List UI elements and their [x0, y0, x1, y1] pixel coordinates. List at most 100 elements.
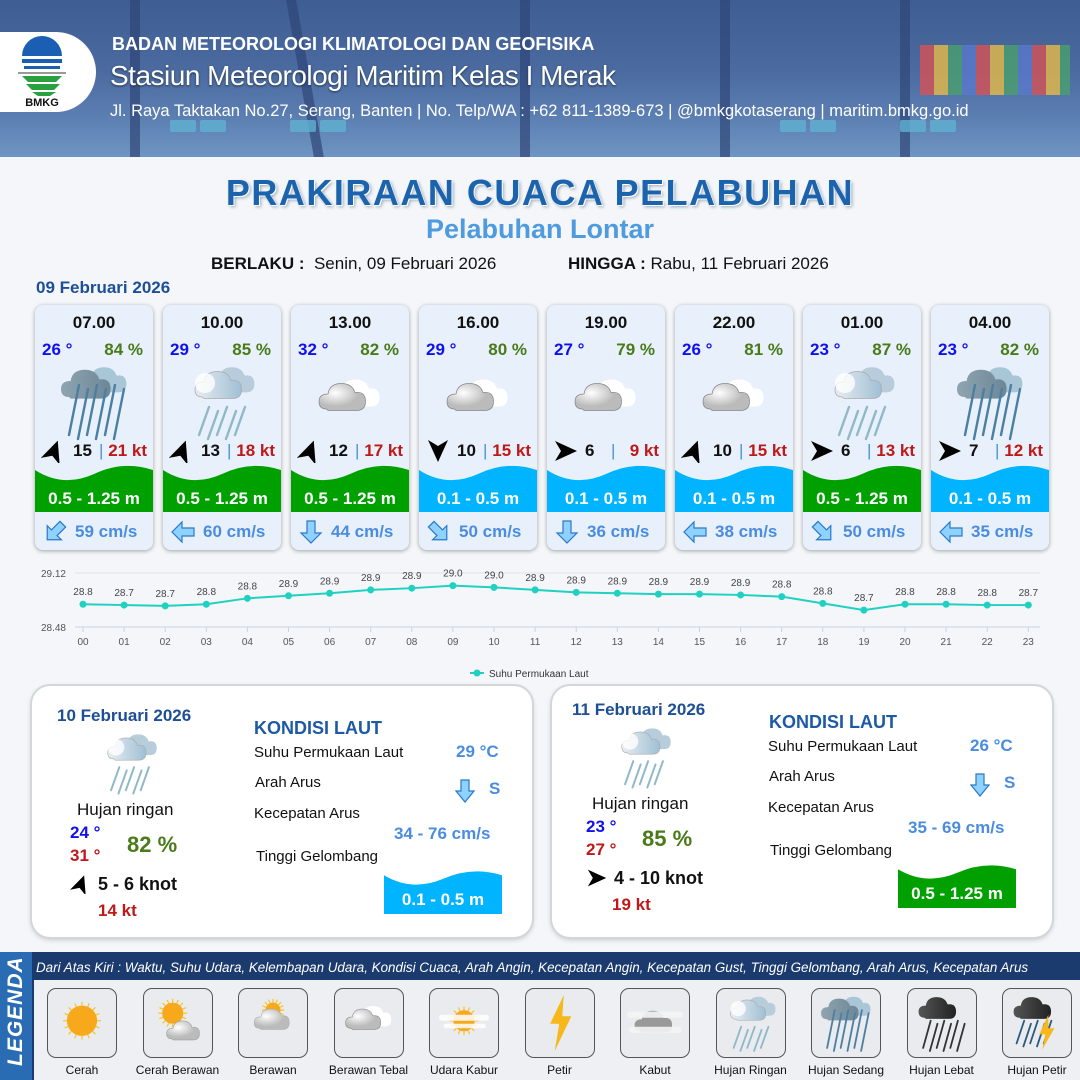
legend-item-petir [524, 988, 595, 1058]
berawan-icon [253, 998, 290, 1030]
wind-direction-icon [811, 441, 833, 461]
current-direction-icon [171, 520, 195, 544]
sst-point[interactable] [449, 582, 457, 590]
sst-point[interactable] [531, 586, 539, 594]
legend-label: Udara Kabur [429, 1063, 499, 1077]
sst-point[interactable] [572, 588, 580, 596]
air-temperature: 29 ° [426, 340, 457, 359]
sst-point[interactable] [490, 583, 498, 591]
current-speed: 36 cm/s [587, 522, 650, 541]
current-direction: S [1004, 773, 1016, 792]
wind-range: 5 - 6 knot [98, 874, 178, 894]
current-speed-range: 34 - 76 cm/s [394, 824, 491, 843]
wind-info: 7 | 12 kt [935, 439, 1047, 463]
current-speed: 35 cm/s [971, 522, 1034, 541]
sst-point[interactable] [161, 602, 169, 610]
legend-item-kabut [620, 988, 690, 1058]
sst-label: Suhu Permukaan Laut [768, 738, 918, 755]
forecast-time: 19.00 [584, 313, 628, 332]
berawan-tebal-icon [344, 1006, 391, 1030]
sst-point[interactable] [696, 590, 703, 598]
forecast-time: 07.00 [72, 313, 116, 332]
data-label: 28.9 [525, 573, 545, 584]
sst-point[interactable] [243, 594, 251, 602]
cerah-icon [63, 1001, 101, 1040]
sst-line [82, 584, 1029, 612]
wind-info: 13 | 18 kt [167, 439, 279, 463]
sst-point[interactable] [860, 606, 868, 614]
legend-item-hujan-lebat [906, 988, 977, 1058]
humidity: 81 % [744, 340, 783, 359]
sst-point[interactable] [408, 584, 416, 592]
x-tick-label: 05 [283, 637, 295, 648]
wave-shape [291, 460, 409, 512]
air-temperature: 23 ° [938, 340, 969, 359]
humidity: 79 % [616, 340, 655, 359]
wind-direction-icon [428, 440, 448, 462]
current-direction-icon [46, 520, 67, 541]
sst-point[interactable] [778, 593, 786, 601]
sst-point[interactable] [120, 601, 128, 609]
daily-summary-2: 11 Februari 2026 Hujan ringan 23 ° 27 ° … [552, 686, 1052, 937]
gust-speed: 21 kt [108, 441, 147, 460]
current-direction-label: Arah Arus [255, 774, 321, 791]
sst-point[interactable] [983, 601, 991, 609]
hujan-ringan-icon [194, 367, 255, 441]
agency-name: BADAN METEOROLOGI KLIMATOLOGI DAN GEOFIS… [112, 34, 595, 54]
legend-item-hujan-sedang [811, 988, 881, 1058]
data-label: 28.7 [854, 593, 874, 604]
forecast-card-04.00: 04.00 23 ° 82 % 7 | 12 kt 0.1 - 0.5 m 35… [931, 305, 1049, 550]
air-temperature: 26 ° [42, 340, 73, 359]
wave-shape [163, 460, 281, 512]
x-tick-label: 09 [447, 637, 459, 648]
wind-info: 10 | 15 kt [679, 439, 791, 463]
legend-label: Berawan Tebal [328, 1063, 409, 1077]
sst-point[interactable] [1024, 601, 1032, 609]
wind-info: 10 | 15 kt [423, 439, 535, 463]
data-label: 28.8 [772, 580, 792, 591]
current-info: 44 cm/s [295, 517, 407, 545]
wave-height: 0.5 - 1.25 m [48, 489, 140, 508]
x-tick-label: 01 [119, 637, 131, 648]
wind-speed: 10 [457, 441, 476, 460]
current-direction-icon [299, 520, 323, 544]
wind-speed: 6 [585, 441, 595, 460]
bmkg-logo: BMKG [0, 32, 96, 112]
forecast-time: 04.00 [968, 313, 1012, 332]
wave-shape [675, 460, 793, 512]
current-speed: 38 cm/s [715, 522, 778, 541]
data-label: 28.9 [361, 573, 381, 584]
wave-shape [803, 460, 921, 512]
current-direction-icon [970, 773, 990, 797]
chart-legend[interactable]: Suhu Permukaan Laut [470, 669, 589, 680]
forecast-card-07.00: 07.00 26 ° 84 % 15 | 21 kt 0.5 - 1.25 m … [35, 305, 153, 550]
sst-point[interactable] [613, 589, 621, 597]
forecast-card-22.00: 22.00 26 ° 81 % 10 | 15 kt 0.1 - 0.5 m 3… [675, 305, 793, 550]
x-tick-label: 21 [941, 637, 953, 648]
wave-height: 0.5 - 1.25 m [911, 884, 1003, 903]
data-label: 28.8 [197, 587, 217, 598]
legend-label: Hujan Sedang [807, 1063, 885, 1077]
sst-point[interactable] [942, 600, 950, 608]
legend-label: Berawan [249, 1063, 297, 1077]
wind-info: 6 | 13 kt [807, 439, 919, 463]
sst-point[interactable] [901, 600, 909, 608]
sst-point[interactable] [285, 592, 292, 600]
data-label: 28.9 [649, 577, 669, 588]
legend-item-berawan [238, 988, 308, 1058]
forecast-time: 10.00 [200, 313, 244, 332]
sst-point[interactable] [654, 590, 662, 598]
sst-point[interactable] [819, 599, 827, 607]
sst-point[interactable] [367, 586, 375, 594]
sst-point[interactable] [737, 591, 745, 599]
current-direction-icon [811, 520, 832, 541]
station-contact: Jl. Raya Taktakan No.27, Serang, Banten … [110, 102, 969, 120]
x-tick-label: 20 [899, 637, 911, 648]
wind-direction-icon [41, 440, 60, 463]
sst-point[interactable] [79, 600, 87, 608]
separator: | [611, 441, 616, 460]
hujan-ringan-icon [107, 734, 157, 795]
sst-point[interactable] [326, 589, 334, 597]
sst-point[interactable] [202, 600, 210, 608]
x-tick-label: 22 [982, 637, 994, 648]
